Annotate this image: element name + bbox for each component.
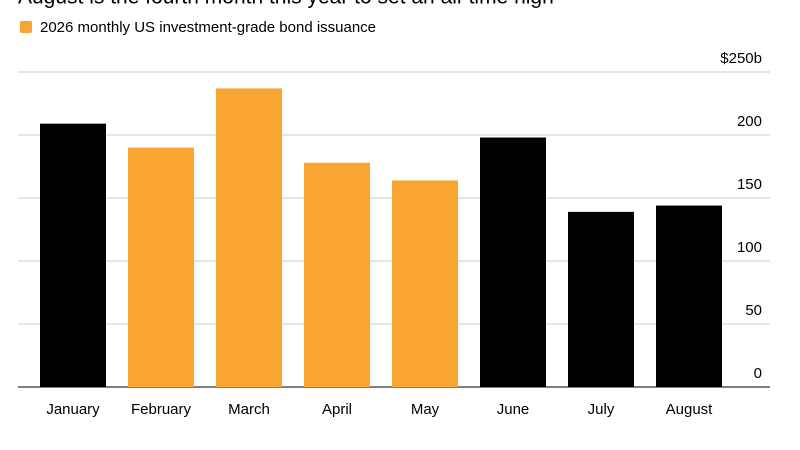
y-tick-label: $250b: [720, 50, 762, 67]
bar: [304, 162, 370, 387]
bar: [568, 211, 634, 387]
y-tick-label: 100: [737, 239, 762, 256]
x-tick-label: March: [228, 401, 270, 418]
legend-label: 2026 monthly US investment-grade bond is…: [40, 19, 376, 36]
x-tick-label: June: [497, 401, 530, 418]
bar: [392, 180, 458, 387]
y-tick-label: 200: [737, 113, 762, 130]
y-tick-label: 150: [737, 176, 762, 193]
x-tick-label: April: [322, 401, 352, 418]
bar: [128, 147, 194, 387]
x-tick-label: August: [666, 401, 714, 418]
x-tick-label: July: [588, 401, 615, 418]
y-tick-label: 0: [754, 365, 762, 382]
x-tick-label: May: [411, 401, 440, 418]
bar: [480, 137, 546, 387]
bar: [40, 123, 106, 387]
bar: [656, 205, 722, 387]
x-tick-label: January: [46, 401, 100, 418]
legend-swatch: [20, 21, 32, 33]
y-tick-label: 50: [745, 302, 762, 319]
bar: [216, 88, 282, 387]
x-tick-label: February: [131, 401, 192, 418]
chart-title: August is the fourth month this year to …: [18, 0, 554, 9]
